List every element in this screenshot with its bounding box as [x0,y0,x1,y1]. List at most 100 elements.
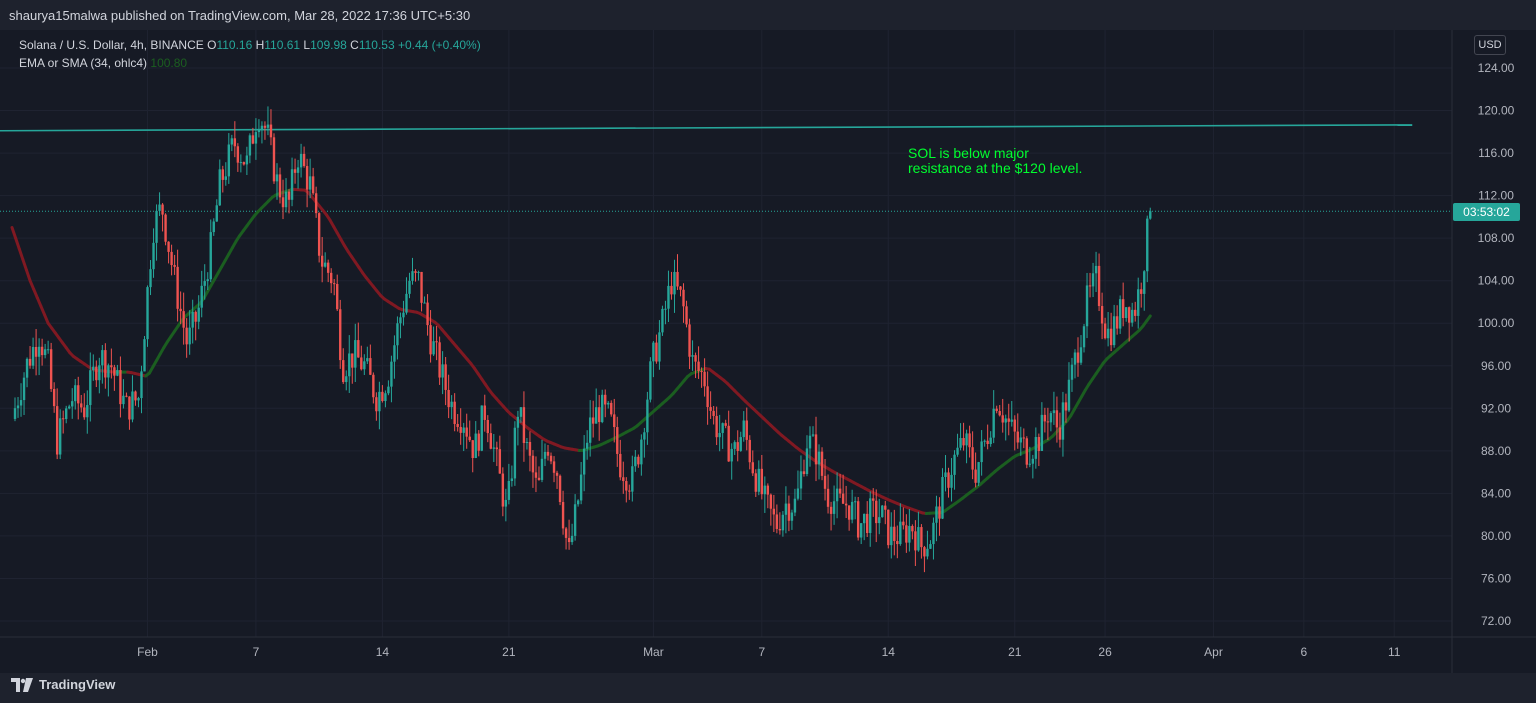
candle-body [694,355,697,362]
candle-body [1149,211,1152,219]
candle-body [215,205,218,222]
tradingview-logo[interactable]: TradingView [11,677,115,692]
candle-body [52,388,56,407]
candle-body [962,438,965,446]
candle-body [299,153,303,168]
candle-body [832,501,836,514]
candle-body [266,124,270,128]
candle-body [429,325,432,355]
candle-body [974,469,977,483]
candle-body [161,204,164,215]
candle-body [983,440,986,442]
candles-group [13,106,1152,573]
candle-body [224,176,228,180]
candle-body [122,395,125,405]
chart-annotation[interactable]: SOL is below major resistance at the $12… [908,146,1082,176]
candle-body [591,417,595,424]
candle-body [333,283,336,285]
candle-body [715,415,718,438]
candle-body [995,408,998,412]
candle-body [835,488,839,502]
x-tick-label: 21 [502,645,516,659]
open-value: 110.16 [216,38,253,52]
candle-body [531,455,535,473]
candle-body [95,366,98,381]
candle-body [251,135,255,144]
candle-body [1043,414,1047,422]
candle-body [459,426,462,433]
open-label: O [207,38,217,52]
symbol-legend[interactable]: Solana / U.S. Dollar, 4h, BINANCE O110.1… [19,38,481,52]
candle-body [926,548,929,557]
low-label: L [303,38,311,52]
candle-body [730,448,733,462]
ema-segment [32,287,39,300]
ema-segment [17,247,25,261]
candle-body [71,401,74,407]
candle-body [191,311,194,328]
candle-body [594,407,598,424]
candle-body [275,174,279,182]
y-tick-label: 92.00 [1481,401,1511,415]
candle-body [980,441,983,463]
candle-body [1061,402,1065,440]
candle-body [68,406,71,409]
chart-area[interactable]: 124.00 120.00 116.00 112.00 108.00 104.00 100.… [0,30,1536,673]
y-tick-label: 76.00 [1481,571,1511,585]
candle-body [396,323,399,346]
candle-body [676,271,679,287]
candle-body [1124,307,1128,319]
candle-body [742,420,745,438]
candle-body [1088,285,1092,287]
candle-body [329,272,333,284]
candle-body [342,360,345,383]
y-tick-label: 120.00 [1478,104,1515,118]
candle-body [450,401,453,408]
candle-body [896,541,899,545]
candle-body [101,350,104,366]
y-tick-label: 124.00 [1478,61,1515,75]
candle-body [360,357,363,370]
candle-body [179,308,182,312]
candle-body [197,307,200,322]
axis-lines [0,30,1536,673]
x-tick-label: 7 [253,645,260,659]
indicator-name[interactable]: EMA or SMA (34, ohlc4) [19,56,148,70]
candle-body [104,350,107,378]
candle-body [582,448,586,475]
price-chart[interactable]: 124.00 120.00 116.00 112.00 108.00 104.00 100.… [0,30,1536,673]
candle-body [272,137,276,182]
currency-button[interactable]: USD [1474,35,1506,55]
candle-body [796,488,800,499]
candle-body [281,197,285,208]
candle-body [1118,299,1122,329]
candle-body [489,433,492,449]
candle-body [134,391,137,401]
candle-body [507,480,511,500]
annotation-line-1: SOL is below major [908,145,1029,161]
y-axis-ticks: 124.00 120.00 116.00 112.00 108.00 104.00 100.… [1478,61,1515,628]
candle-body [221,169,224,180]
candle-body [826,488,830,507]
candle-body [1031,458,1035,464]
candle-body [754,473,757,492]
candle-body [453,401,456,424]
x-tick-label: 11 [1388,645,1401,659]
candle-body [670,285,673,295]
candle-body [516,416,520,428]
candle-body [131,391,134,420]
candle-body [1058,427,1062,440]
candle-body [320,255,324,267]
candle-body [1091,273,1095,287]
candle-body [296,167,300,173]
candle-body [152,242,155,270]
candle-body [209,232,212,280]
candle-body [339,309,342,361]
candle-body [218,169,221,206]
candle-body [607,402,610,405]
symbol-name[interactable]: Solana / U.S. Dollar, 4h, BINANCE [19,38,204,52]
candle-body [480,405,483,451]
candle-body [697,361,700,371]
indicator-legend[interactable]: EMA or SMA (34, ohlc4) 100.80 [19,56,187,70]
candle-body [811,434,815,436]
